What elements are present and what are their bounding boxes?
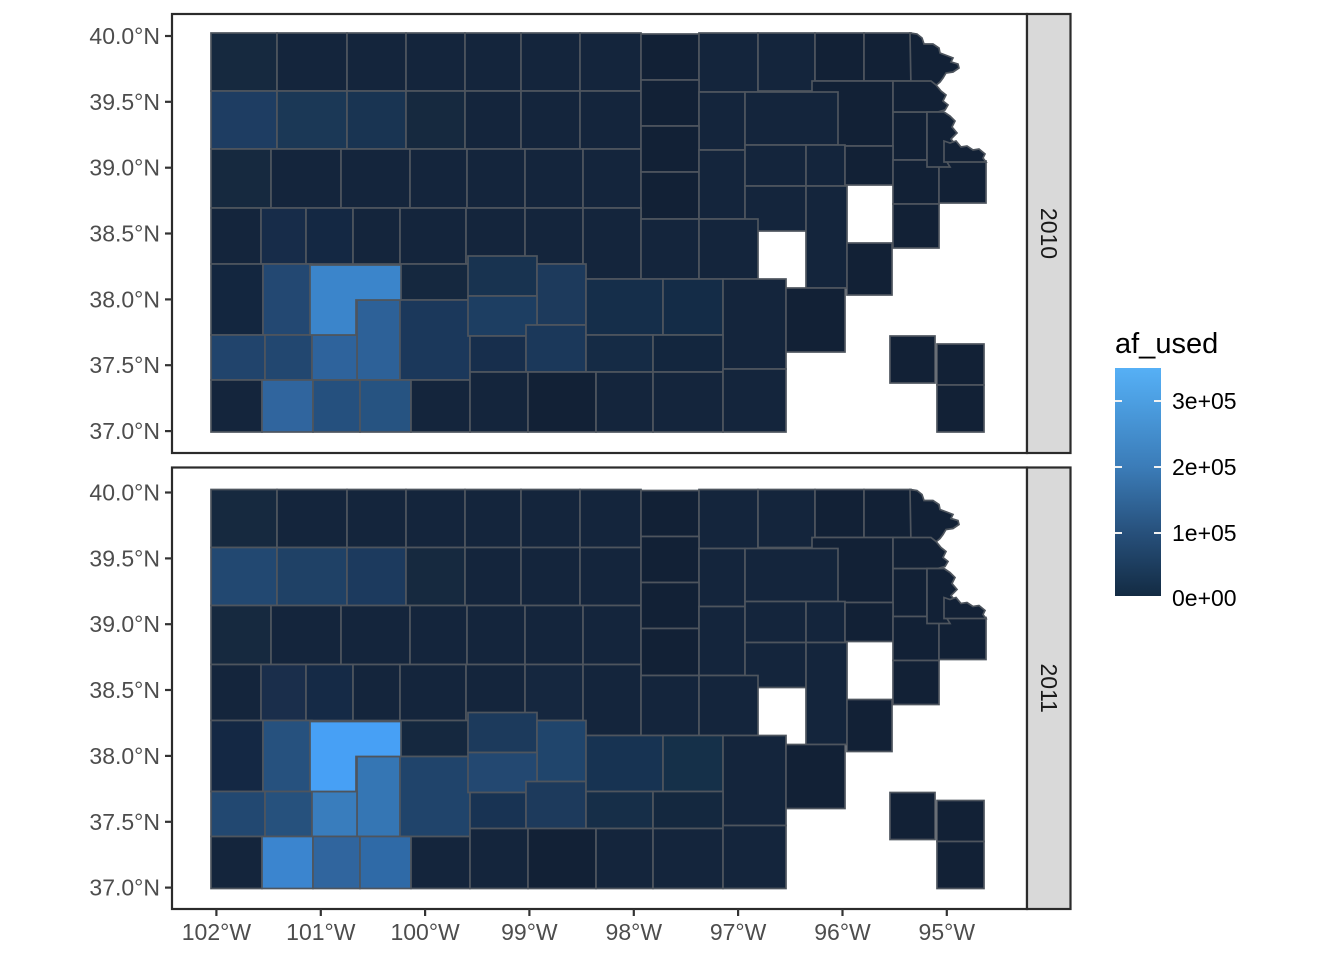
svg-text:37.5°N: 37.5°N [89, 352, 160, 378]
svg-text:3e+05: 3e+05 [1172, 388, 1237, 414]
svg-text:0e+00: 0e+00 [1172, 585, 1237, 611]
svg-text:95°W: 95°W [919, 919, 976, 945]
svg-text:37.5°N: 37.5°N [89, 809, 160, 835]
svg-text:38.5°N: 38.5°N [89, 677, 160, 703]
svg-text:99°W: 99°W [501, 919, 558, 945]
svg-text:102°W: 102°W [182, 919, 252, 945]
svg-text:101°W: 101°W [286, 919, 356, 945]
svg-text:2010: 2010 [1036, 208, 1062, 259]
svg-text:96°W: 96°W [814, 919, 871, 945]
svg-text:1e+05: 1e+05 [1172, 520, 1237, 546]
svg-text:38.0°N: 38.0°N [89, 743, 160, 769]
svg-text:39.5°N: 39.5°N [89, 545, 160, 571]
svg-text:100°W: 100°W [390, 919, 460, 945]
svg-text:37.0°N: 37.0°N [89, 418, 160, 444]
svg-text:39.5°N: 39.5°N [89, 89, 160, 115]
svg-text:38.0°N: 38.0°N [89, 286, 160, 312]
svg-text:40.0°N: 40.0°N [89, 23, 160, 49]
svg-text:37.0°N: 37.0°N [89, 875, 160, 901]
svg-text:97°W: 97°W [710, 919, 767, 945]
svg-text:38.5°N: 38.5°N [89, 221, 160, 247]
svg-text:98°W: 98°W [606, 919, 663, 945]
svg-text:39.0°N: 39.0°N [89, 611, 160, 637]
svg-text:2e+05: 2e+05 [1172, 454, 1237, 480]
svg-text:39.0°N: 39.0°N [89, 155, 160, 181]
svg-text:af_used: af_used [1115, 328, 1218, 360]
svg-text:2011: 2011 [1036, 664, 1062, 713]
svg-text:40.0°N: 40.0°N [89, 480, 160, 506]
